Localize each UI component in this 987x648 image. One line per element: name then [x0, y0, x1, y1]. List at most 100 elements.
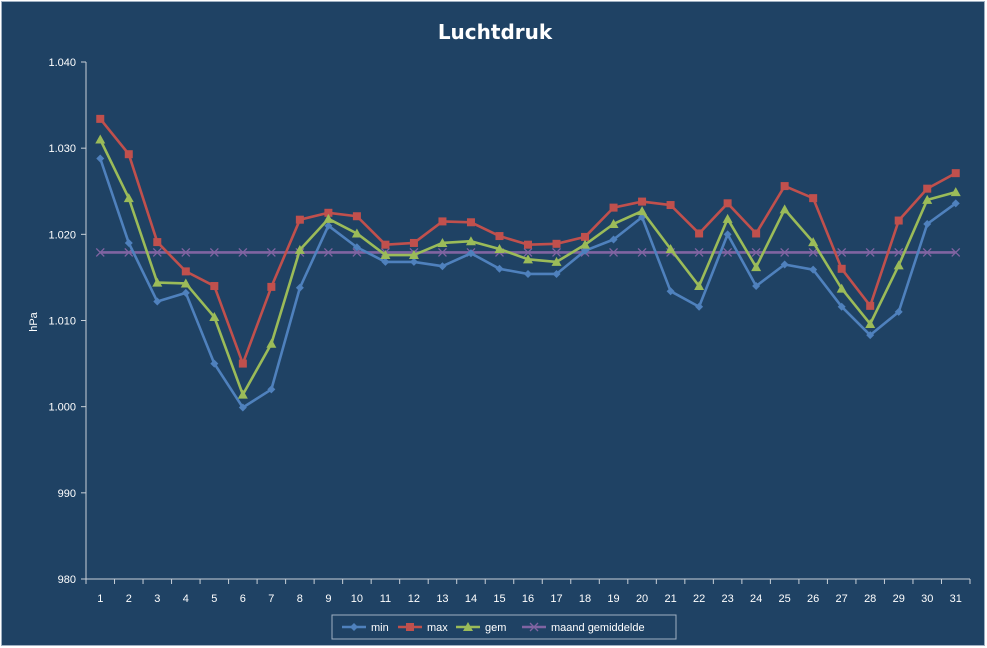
y-axis-label: hPa [28, 311, 40, 331]
data-point-min [267, 385, 276, 394]
data-point-min [723, 230, 732, 239]
data-point-gem [323, 213, 334, 223]
x-tick-label: 25 [779, 593, 791, 605]
legend-marker [350, 623, 358, 631]
data-point-gem [123, 193, 134, 203]
data-point-max [238, 359, 247, 368]
data-point-gem [865, 318, 876, 328]
x-tick-label: 6 [240, 593, 246, 605]
legend-item-min: min [342, 622, 389, 634]
x-tick-label: 15 [493, 593, 505, 605]
data-point-max [295, 215, 304, 224]
data-point-maand-gemiddelde [751, 247, 761, 257]
x-tick-label: 7 [268, 593, 274, 605]
x-tick-label: 27 [836, 593, 848, 605]
data-point-min [409, 257, 418, 266]
data-point-gem [437, 237, 448, 247]
x-tick-label: 13 [436, 593, 448, 605]
data-point-gem [694, 281, 705, 291]
data-point-min [666, 287, 675, 296]
data-point-max [438, 217, 447, 226]
data-point-gem [751, 262, 762, 272]
data-point-max [267, 282, 276, 291]
x-tick-label: 3 [154, 593, 160, 605]
data-point-gem [665, 243, 676, 253]
x-tick-label: 21 [664, 593, 676, 605]
axes [81, 61, 971, 584]
series-gem [95, 134, 961, 399]
legend-marker [463, 622, 473, 631]
data-point-maand-gemiddelde [894, 247, 904, 257]
y-tick-label: 1.020 [48, 229, 76, 241]
data-point-max [124, 150, 133, 159]
chart-title: Luchtdruk [438, 20, 553, 44]
x-tick-label: 20 [636, 593, 648, 605]
x-tick-label: 10 [351, 593, 363, 605]
data-point-maand-gemiddelde [694, 247, 704, 257]
data-point-max [552, 239, 561, 248]
y-tick-labels: 980 990 1.000 1.010 1.020 1.030 1.040 [48, 57, 76, 586]
data-point-maand-gemiddelde [523, 247, 533, 257]
data-point-min [894, 307, 903, 316]
x-tick-label: 1 [97, 593, 103, 605]
x-tick-label: 19 [607, 593, 619, 605]
data-point-gem [580, 239, 591, 249]
data-point-min [837, 302, 846, 311]
x-tick-label: 16 [522, 593, 534, 605]
data-point-maand-gemiddelde [609, 247, 619, 257]
x-tick-label: 17 [550, 593, 562, 605]
data-point-gem [380, 250, 391, 260]
data-point-min [324, 221, 333, 230]
data-point-gem [950, 187, 961, 197]
data-point-min [495, 264, 504, 273]
x-tick-labels: 1 2 3 4 5 6 7 8 9 10 11 12 13 14 15 16 17 18 19 20 21 22 23 24 2… [97, 593, 962, 605]
data-point-max [951, 169, 960, 178]
data-point-min [438, 262, 447, 271]
data-point-gem [523, 254, 533, 264]
data-point-gem [95, 134, 106, 144]
x-tick-label: 11 [380, 593, 391, 605]
data-point-min [809, 265, 818, 274]
data-point-max [324, 208, 333, 217]
data-point-min [153, 297, 162, 306]
legend-item-maand-gemiddelde: maand gemiddelde [522, 622, 645, 634]
legend-label: gem [485, 622, 506, 634]
data-point-gem [808, 237, 819, 247]
data-point-max [96, 114, 105, 123]
data-point-max [153, 238, 162, 247]
x-tick-label: 29 [893, 593, 905, 605]
data-point-max [695, 229, 704, 238]
x-tick-label: 24 [750, 593, 762, 605]
data-point-maand-gemiddelde [152, 247, 162, 257]
y-tick-label: 980 [58, 574, 76, 586]
series-max [96, 114, 960, 368]
x-tick-label: 2 [126, 593, 132, 605]
y-tick-label: 1.010 [48, 316, 76, 328]
data-point-max [352, 212, 361, 221]
data-point-min [381, 257, 390, 266]
data-point-maand-gemiddelde [181, 247, 191, 257]
data-point-gem [494, 243, 505, 253]
legend-item-gem: gem [456, 622, 506, 634]
data-point-max [809, 194, 818, 203]
data-point-max [609, 203, 618, 212]
data-point-min [951, 199, 960, 208]
x-tick-label: 28 [864, 593, 876, 605]
data-point-max [409, 238, 418, 247]
data-point-gem [294, 244, 305, 254]
data-point-max [638, 197, 647, 206]
data-point-gem [351, 228, 362, 238]
legend-item-max: max [398, 622, 448, 634]
x-tick-label: 14 [465, 593, 477, 605]
data-point-min [552, 269, 561, 278]
data-point-maand-gemiddelde [552, 247, 561, 257]
data-point-maand-gemiddelde [865, 247, 875, 257]
x-tick-label: 4 [183, 593, 189, 605]
data-point-max [495, 232, 504, 241]
data-point-maand-gemiddelde [951, 247, 961, 257]
legend-label: maand gemiddelde [551, 622, 645, 634]
x-tick-label: 8 [297, 593, 303, 605]
legend: min max gem maand gemiddelde [331, 614, 677, 640]
data-point-min [524, 269, 532, 278]
